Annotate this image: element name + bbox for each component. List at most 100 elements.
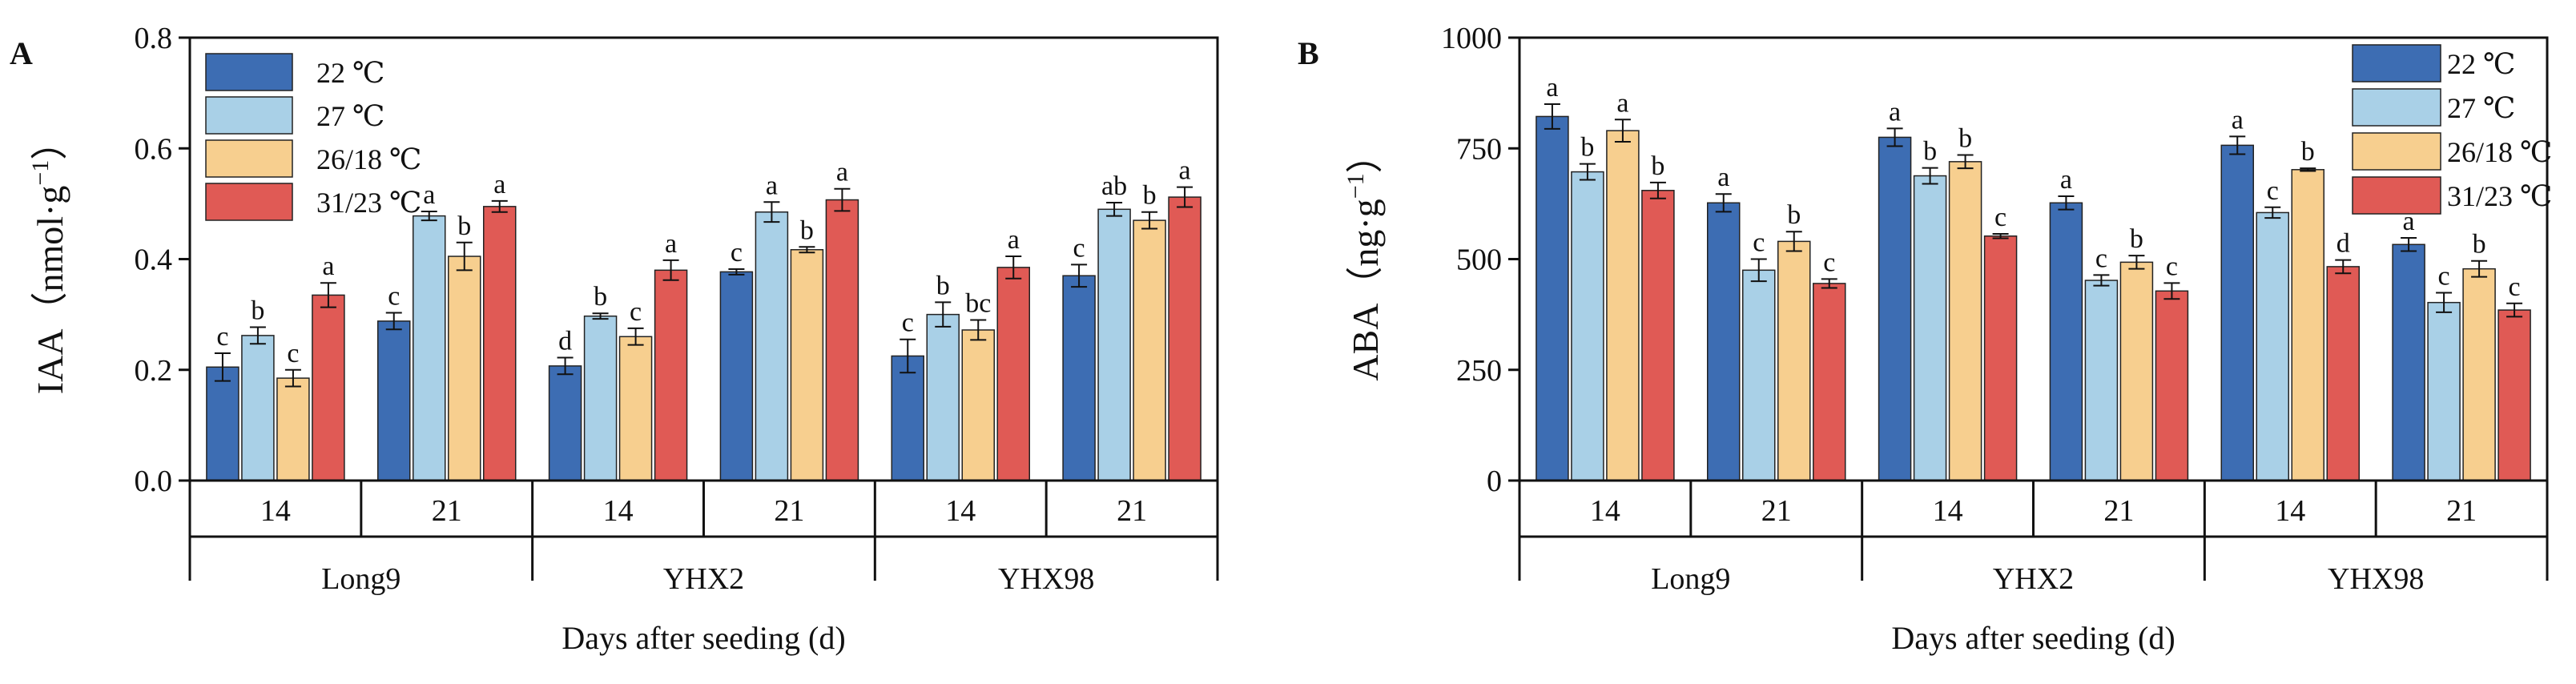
legend-swatch <box>2352 44 2441 82</box>
significance-letter: b <box>457 211 471 241</box>
bar <box>2119 261 2154 481</box>
x-day-label: 14 <box>945 494 976 528</box>
bar <box>1641 190 1675 481</box>
bar <box>755 211 789 481</box>
bar <box>1983 235 2018 481</box>
bar <box>2392 243 2425 481</box>
x-group-label: YHX98 <box>998 562 1094 596</box>
legend-label: 31/23 ℃ <box>2447 180 2552 212</box>
bar <box>312 294 345 481</box>
y-tick-label: 1000 <box>1441 22 1502 55</box>
significance-letter: c <box>1753 228 1765 258</box>
bar <box>2326 266 2360 481</box>
bar <box>2291 169 2324 481</box>
significance-letter: c <box>1994 203 2006 232</box>
significance-letter: d <box>2337 229 2350 259</box>
significance-letter: a <box>1889 97 1901 127</box>
bar <box>2220 144 2254 481</box>
significance-letter: b <box>1143 181 1157 211</box>
significance-letter: c <box>2438 262 2450 292</box>
bar <box>276 377 310 481</box>
bar <box>1707 202 1741 481</box>
legend-label: 22 ℃ <box>316 57 384 89</box>
bar <box>583 315 618 481</box>
legend-label: 31/23 ℃ <box>316 187 421 219</box>
x-group-label: YHX2 <box>663 562 744 596</box>
significance-letter: c <box>287 339 299 368</box>
bar <box>996 267 1030 481</box>
y-axis-title-superscript: −1 <box>27 160 54 186</box>
y-axis-title-close: ） <box>30 123 70 160</box>
x-day-label: 14 <box>1933 494 1963 528</box>
significance-letter: b <box>1787 200 1801 230</box>
bar <box>961 329 995 481</box>
significance-letter: a <box>1616 88 1628 118</box>
bar <box>2084 280 2119 481</box>
y-axis-title: ABA（ng·g−1） <box>1342 136 1386 380</box>
significance-letter: a <box>2232 105 2244 135</box>
significance-letter: b <box>1580 133 1594 163</box>
bar <box>1097 208 1131 481</box>
y-tick-label: 0.8 <box>135 22 173 55</box>
significance-letter: a <box>423 180 435 210</box>
y-axis-title-main: IAA（nmol·g <box>30 186 70 395</box>
significance-letter: a <box>766 171 778 200</box>
bar <box>2427 301 2461 481</box>
bar <box>206 366 239 481</box>
x-day-label: 21 <box>1761 494 1792 528</box>
legend-label: 26/18 ℃ <box>316 143 421 175</box>
significance-letter: c <box>1823 247 1835 277</box>
bar <box>1777 240 1811 481</box>
significance-letter: b <box>1651 151 1664 181</box>
bar <box>618 336 653 481</box>
bar <box>241 335 275 481</box>
legend-label: 27 ℃ <box>2447 92 2515 124</box>
significance-letter: a <box>1717 163 1729 192</box>
panel-letter: A <box>10 35 33 71</box>
bar <box>654 269 688 481</box>
y-tick-label: 0.6 <box>135 132 173 166</box>
significance-letter: b <box>251 296 264 326</box>
x-day-label: 21 <box>1117 494 1147 528</box>
y-tick-label: 0.0 <box>135 465 173 498</box>
x-axis-title: Days after seeding (d) <box>561 620 845 656</box>
significance-letter: b <box>800 215 814 245</box>
bar <box>1606 130 1640 481</box>
significance-letter: c <box>2095 243 2107 273</box>
x-group-label: YHX2 <box>1993 562 2074 596</box>
significance-letter: c <box>630 297 642 327</box>
significance-letter: c <box>731 238 743 268</box>
bar <box>1168 196 1201 481</box>
significance-letter: b <box>594 282 607 312</box>
significance-letter: c <box>902 308 914 338</box>
significance-letter: b <box>2301 137 2315 167</box>
legend-swatch <box>205 53 293 91</box>
significance-letter: b <box>936 271 950 300</box>
bar <box>1571 171 1604 481</box>
x-day-label: 14 <box>1590 494 1620 528</box>
bar <box>448 255 481 481</box>
y-tick-label: 0.2 <box>135 354 173 388</box>
significance-letter: a <box>2060 165 2072 195</box>
bar <box>2049 202 2083 481</box>
bar <box>719 271 754 481</box>
y-tick-label: 0.4 <box>135 243 173 277</box>
significance-letter: b <box>1923 137 1937 167</box>
y-axis-title-superscript: −1 <box>1342 173 1369 199</box>
y-tick-label: 500 <box>1456 243 1502 277</box>
y-axis-title: IAA（nmol·g−1） <box>27 123 70 395</box>
legend-swatch <box>205 139 293 178</box>
x-group-label: Long9 <box>321 562 400 596</box>
legend-swatch <box>205 96 293 135</box>
y-axis-title-close: ） <box>1345 136 1386 173</box>
bar <box>483 206 517 481</box>
bar <box>1536 115 1569 481</box>
bar <box>2498 309 2531 481</box>
legend-swatch <box>205 183 293 221</box>
significance-letter: a <box>322 251 334 281</box>
x-day-label: 14 <box>603 494 634 528</box>
x-group-label: Long9 <box>1651 562 1730 596</box>
